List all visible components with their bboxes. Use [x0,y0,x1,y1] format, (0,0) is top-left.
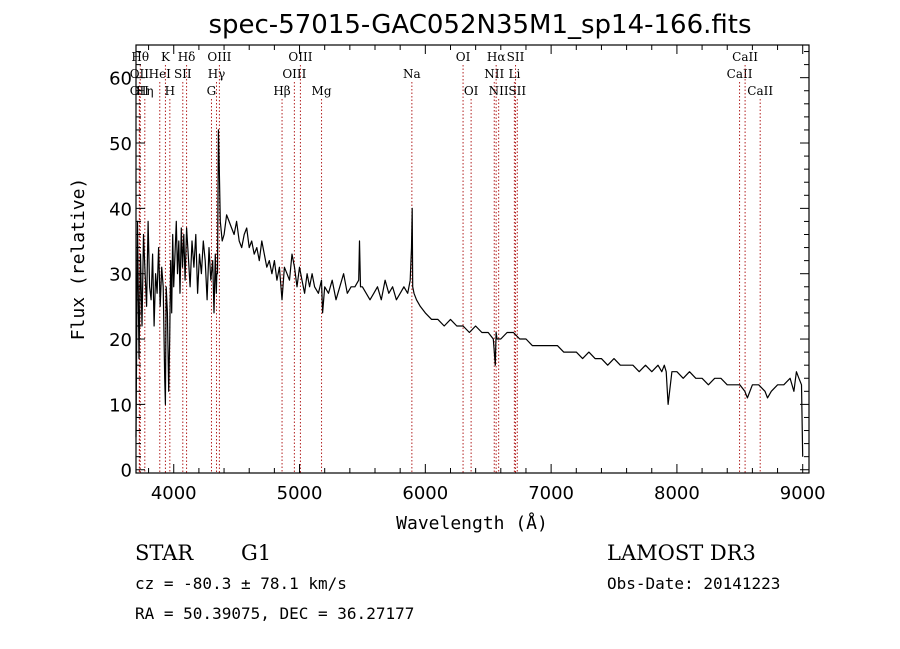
x-tick-label: 4000 [151,483,197,504]
chart-title: spec-57015-GAC052N35M1_sp14-166.fits [208,10,751,40]
spectrum-series-line [135,129,804,457]
line-marker-label: Hγ [208,67,226,81]
line-marker-label: CaII [732,50,758,64]
line-marker-label: NII [489,84,509,98]
x-tick-label: 7000 [528,483,574,504]
survey-name: LAMOST DR3 [607,541,756,565]
line-marker-label: Hα [487,50,506,64]
line-marker-label: SII [174,67,192,81]
subclass: G1 [241,541,271,565]
y-tick-label: 10 [109,395,132,416]
line-marker-label: CaII [727,67,753,81]
x-tick-label: 9000 [780,483,826,504]
line-marker-label: CaII [747,84,773,98]
line-marker-label: H [165,84,175,98]
y-tick-label: 50 [109,134,132,155]
coordinates: RA = 50.39075, DEC = 36.27177 [135,604,414,623]
line-marker-label: G [207,84,217,98]
x-tick-label: 6000 [402,483,448,504]
y-tick-label: 40 [109,199,132,220]
line-marker-label: OIII [288,50,312,64]
y-tick-label: 0 [121,461,132,482]
line-marker-label: OIII [282,67,306,81]
plot-frame [135,44,810,474]
line-marker-label: OIII [207,50,231,64]
y-axis-label: Flux (relative) [68,178,89,341]
line-marker-label: Na [403,67,421,81]
line-marker-label: Li [508,67,520,81]
axis-ticks: 4000 5000 6000 7000 8000 9000 0 10 20 30 40 50 60 [109,45,826,504]
line-marker-label: OI [456,50,471,64]
line-marker-label: SII [507,50,525,64]
line-marker-label: Hθ [131,50,149,64]
line-marker-label: OII [130,67,150,81]
line-marker-label: Hβ [273,84,290,98]
y-tick-label: 60 [109,69,132,90]
line-marker-label: HeI [149,67,172,81]
x-tick-label: 8000 [654,483,700,504]
line-marker-label: Hη [136,84,154,98]
redshift-text: cz = -80.3 ± 78.1 km/s [135,574,347,593]
line-marker-label: K [161,50,171,64]
y-tick-label: 30 [109,265,132,286]
line-marker-label: Hδ [178,50,196,64]
line-marker-label: Mg [312,84,332,98]
y-tick-label: 20 [109,330,132,351]
object-type: STAR [135,541,194,565]
x-axis-label: Wavelength (Å) [396,512,548,534]
obs-date: Obs-Date: 20141223 [607,574,780,593]
line-marker-label: SII [508,84,526,98]
line-marker-label: NII [484,67,504,81]
line-marker-label: OI [464,84,479,98]
line-markers: HθOIIOIIHηHeIKHSIIHδGHγOIIIHβOIIIOIIIMgN… [130,50,773,473]
x-tick-label: 5000 [277,483,323,504]
